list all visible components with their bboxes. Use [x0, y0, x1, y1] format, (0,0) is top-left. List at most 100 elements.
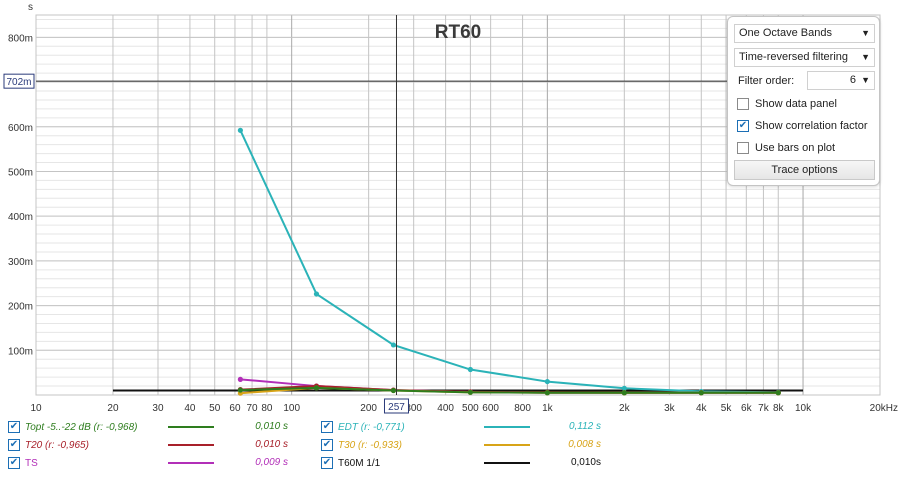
x-tick-label: 50 — [209, 403, 221, 414]
show-correlation-label: Show correlation factor — [755, 120, 868, 132]
y-tick-label: 400m — [8, 212, 33, 223]
topt-point — [621, 390, 627, 396]
x-tick-label: 3k — [664, 403, 676, 414]
x-tick-label: 300 — [405, 403, 422, 414]
x-tick-label: 20kHz — [870, 403, 898, 414]
checkmark-icon: ✔ — [737, 120, 749, 132]
major-gridlines — [35, 15, 881, 395]
show-data-panel-label: Show data panel — [755, 98, 837, 110]
x-tick-label: 1k — [542, 403, 554, 414]
topt-series-line — [240, 386, 779, 394]
checkmark-icon[interactable]: ✔ — [8, 457, 20, 469]
legend-label: EDT (r: -0,771) — [338, 421, 405, 433]
edt-point — [313, 291, 320, 297]
x-tick-label: 2k — [619, 403, 631, 414]
filter-order-value: 6 — [849, 74, 856, 86]
x-tick-label: 200 — [360, 403, 377, 414]
topt-point — [313, 385, 320, 391]
filtering-dropdown[interactable]: Time-reversed filtering ▼ — [734, 48, 875, 67]
cursor-y-readout: 702m — [6, 77, 31, 88]
legend-value-t20: 0,010 s — [255, 439, 288, 450]
legend-item-topt[interactable]: ✔ Topt -5..-22 dB (r: -0,968) — [8, 420, 137, 434]
edt-point — [544, 378, 550, 385]
checkmark-icon[interactable]: ✔ — [321, 439, 333, 451]
legend-value-ts: 0,009 s — [255, 457, 288, 468]
legend-item-ts[interactable]: ✔ TS — [8, 456, 38, 470]
crosshair-cursor[interactable]: 702m 257 — [3, 15, 880, 414]
y-tick-label: 100m — [8, 346, 33, 357]
legend-item-t20[interactable]: ✔ T20 (r: -0,965) — [8, 438, 89, 452]
chevron-down-icon: ▼ — [861, 75, 870, 85]
x-tick-label: 5k — [721, 403, 733, 414]
cursor-x-readout-box — [383, 398, 409, 414]
x-tick-label: 100 — [283, 403, 300, 414]
edt-point — [621, 385, 627, 391]
checkmark-icon[interactable]: ✔ — [321, 421, 333, 433]
x-tick-label: 4k — [696, 403, 708, 414]
legend-value-t60m: 0,010s — [570, 457, 601, 468]
checkbox-empty-icon — [737, 142, 749, 154]
x-axis-ticks: 10 20 30 40 50 60 70 80 100 200 300 400 500 600 800 1k 2… — [30, 403, 898, 414]
x-tick-label: 60 — [229, 403, 241, 414]
use-bars-label: Use bars on plot — [755, 142, 836, 154]
topt-point — [775, 390, 781, 396]
show-data-panel-checkbox[interactable]: Show data panel — [737, 97, 837, 111]
legend-label: T20 (r: -0,965) — [25, 439, 89, 451]
chevron-down-icon: ▼ — [861, 28, 870, 38]
use-bars-checkbox[interactable]: Use bars on plot — [737, 141, 835, 155]
topt-point — [698, 390, 704, 396]
topt-point — [467, 389, 473, 395]
show-correlation-checkbox[interactable]: ✔ Show correlation factor — [737, 119, 868, 133]
legend-swatch-edt — [484, 426, 530, 428]
edt-series-line — [239, 129, 779, 394]
chart-title: RT60 — [435, 22, 481, 43]
legend-value-edt: 0,112 s — [568, 421, 601, 432]
cursor-x-readout: 257 — [388, 402, 405, 413]
x-tick-label: 800 — [514, 403, 531, 414]
x-tick-label: 10 — [30, 403, 42, 414]
topt-point — [390, 387, 397, 394]
filtering-dropdown-label: Time-reversed filtering — [739, 51, 849, 63]
edt-point — [390, 342, 397, 348]
x-tick-label: 500 — [462, 403, 479, 414]
legend-swatch-ts — [168, 462, 214, 464]
x-tick-label: 400 — [437, 403, 454, 414]
bands-dropdown-label: One Octave Bands — [739, 27, 832, 39]
plot-frame — [35, 14, 881, 396]
y-tick-label: 500m — [8, 167, 33, 178]
trace-options-label: Trace options — [771, 164, 838, 176]
y-tick-label: 300m — [8, 257, 33, 268]
x-tick-label: 600 — [482, 403, 499, 414]
filter-order-select[interactable]: 6 ▼ — [807, 71, 875, 90]
checkmark-icon[interactable]: ✔ — [8, 421, 20, 433]
edt-point — [237, 127, 243, 133]
chevron-down-icon: ▼ — [861, 52, 870, 62]
x-tick-label: 10k — [795, 403, 812, 414]
x-tick-label: 20 — [107, 403, 119, 414]
legend-item-t30[interactable]: ✔ T30 (r: -0,933) — [321, 438, 402, 452]
x-tick-label: 6k — [741, 403, 753, 414]
topt-point — [544, 390, 550, 396]
legend-swatch-t30 — [484, 444, 530, 446]
legend-item-edt[interactable]: ✔ EDT (r: -0,771) — [321, 420, 405, 434]
y-tick-label: 800m — [8, 33, 33, 44]
legend-label: T60M 1/1 — [338, 457, 381, 469]
trace-options-button[interactable]: Trace options — [734, 160, 875, 180]
y-axis-ticks: 100m 200m 300m 400m 500m 600m 800m — [8, 33, 33, 357]
legend-swatch-t20 — [168, 444, 214, 446]
legend-item-t60m[interactable]: ✔ T60M 1/1 — [321, 456, 380, 470]
control-panel: One Octave Bands ▼ Time-reversed filteri… — [727, 16, 880, 186]
checkmark-icon[interactable]: ✔ — [321, 457, 333, 469]
y-tick-label: 600m — [8, 123, 33, 134]
legend-label: T30 (r: -0,933) — [338, 439, 402, 451]
bands-dropdown[interactable]: One Octave Bands ▼ — [734, 24, 875, 43]
series-layer — [237, 127, 781, 396]
x-tick-label: 40 — [184, 403, 196, 414]
y-tick-label: 200m — [8, 302, 33, 313]
legend-swatch-topt — [168, 426, 214, 428]
cursor-y-readout-box — [3, 73, 35, 89]
checkmark-icon[interactable]: ✔ — [8, 439, 20, 451]
x-tick-label: 7k — [758, 403, 770, 414]
edt-point — [467, 366, 473, 373]
legend-swatch-t60m — [484, 462, 530, 464]
